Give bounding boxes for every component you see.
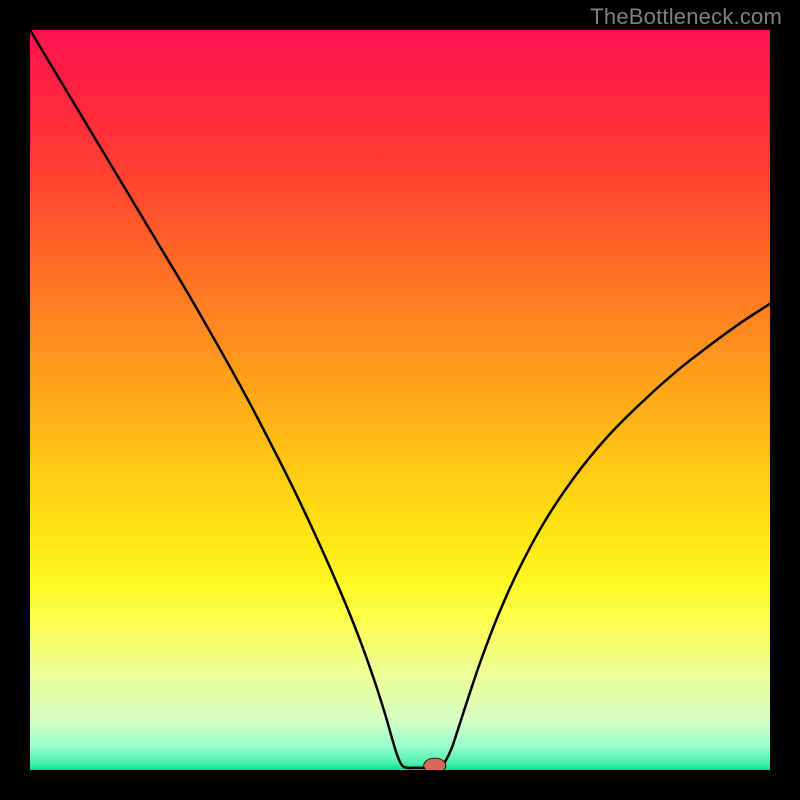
minimum-marker-layer xyxy=(30,30,770,770)
plot-area xyxy=(30,30,770,770)
watermark-text: TheBottleneck.com xyxy=(590,4,782,30)
minimum-marker xyxy=(424,758,446,770)
chart-container: TheBottleneck.com xyxy=(0,0,800,800)
